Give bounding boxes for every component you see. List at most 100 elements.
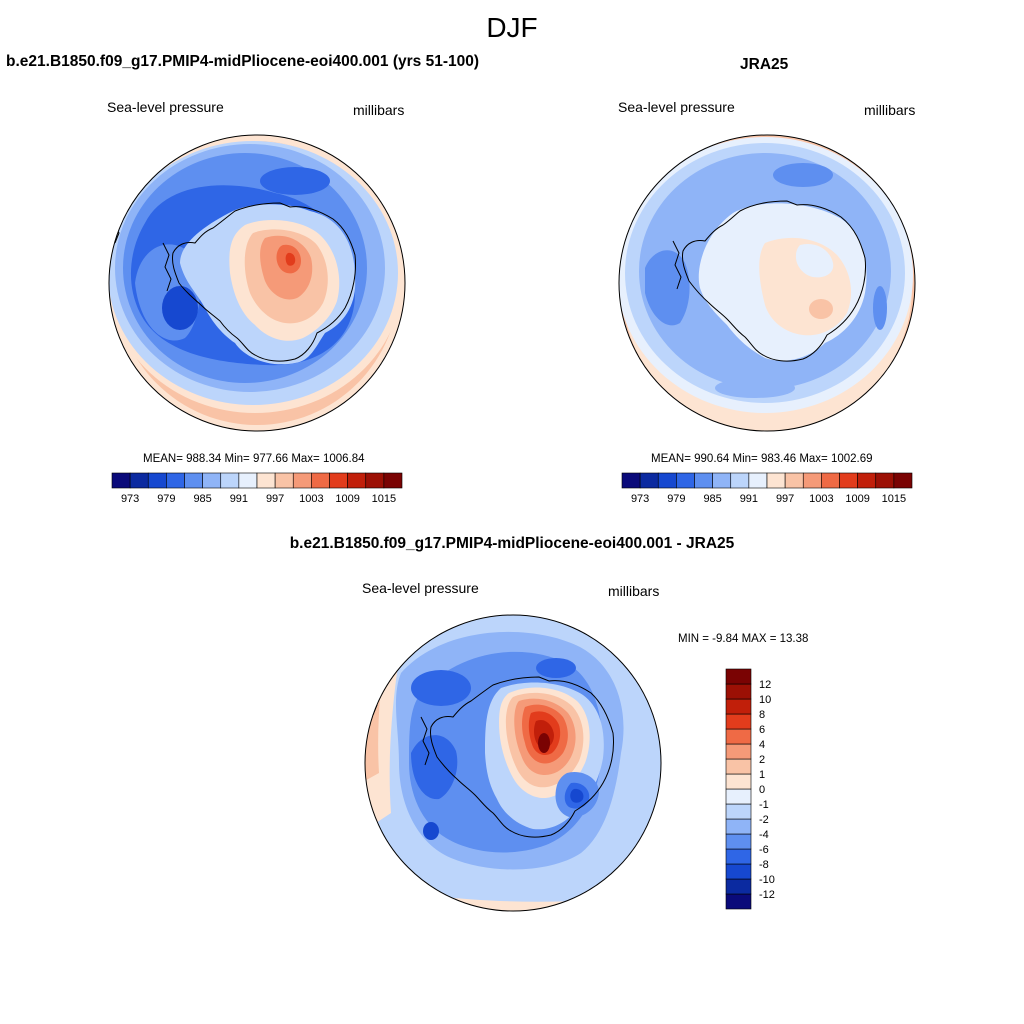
colorbar-box: [726, 864, 751, 879]
colorbar-box: [348, 473, 366, 488]
colorbar-box: [713, 473, 731, 488]
colorbar-tick-label: 991: [230, 493, 248, 505]
colorbar-box: [185, 473, 203, 488]
colorbar-box: [726, 744, 751, 759]
colorbar-tick-label: 979: [157, 493, 175, 505]
colorbar-box: [203, 473, 221, 488]
obs-variable-label: Sea-level pressure: [618, 99, 735, 115]
colorbar-tick-label: 991: [740, 493, 758, 505]
colorbar-box: [803, 473, 821, 488]
colorbar-box: [726, 834, 751, 849]
colorbar-box: [726, 819, 751, 834]
colorbar-tick-label: -2: [759, 814, 769, 826]
colorbar-box: [821, 473, 839, 488]
colorbar-box: [785, 473, 803, 488]
colorbar-tick-label: -1: [759, 799, 769, 811]
colorbar-box: [275, 473, 293, 488]
colorbar-box: [726, 804, 751, 819]
colorbar-box: [676, 473, 694, 488]
colorbar-box: [894, 473, 912, 488]
colorbar-box: [726, 699, 751, 714]
colorbar-box: [726, 849, 751, 864]
colorbar-tick-label: 1015: [372, 493, 396, 505]
colorbar-tick-label: 10: [759, 694, 771, 706]
colorbar-tick-label: 1009: [845, 493, 869, 505]
colorbar-box: [112, 473, 130, 488]
map-low-east: [873, 286, 887, 330]
colorbar-tick-label: 985: [193, 493, 211, 505]
colorbar-tick-label: -8: [759, 859, 769, 871]
colorbar-box: [130, 473, 148, 488]
map-low-north: [773, 163, 833, 187]
colorbar-tick-label: 4: [759, 739, 765, 751]
colorbar-tick-label: 2: [759, 754, 765, 766]
model-colorbar: 973 979 985 991 997 1003 1009 1015: [100, 470, 420, 510]
colorbar-tick-label: 997: [266, 493, 284, 505]
colorbar-tick-label: 12: [759, 679, 771, 691]
colorbar-tick-label: 973: [121, 493, 139, 505]
colorbar-tick-label: 8: [759, 709, 765, 721]
model-stats: MEAN= 988.34 Min= 977.66 Max= 1006.84: [143, 453, 365, 465]
map-low-west: [162, 286, 198, 330]
model-panel-title: b.e21.B1850.f09_g17.PMIP4-midPliocene-eo…: [6, 53, 479, 71]
map-low-n: [536, 658, 576, 678]
diff-variable-label: Sea-level pressure: [362, 580, 479, 596]
colorbar-box: [726, 774, 751, 789]
diff-map: [361, 613, 665, 915]
colorbar-box: [726, 714, 751, 729]
continent-fill-12: [538, 733, 550, 753]
colorbar-box: [311, 473, 329, 488]
colorbar-tick-label: 979: [667, 493, 685, 505]
figure-title: DJF: [0, 12, 1024, 44]
colorbar-tick-label: -12: [759, 889, 775, 901]
colorbar-box: [658, 473, 676, 488]
colorbar-box: [239, 473, 257, 488]
colorbar-tick-label: 1015: [882, 493, 906, 505]
colorbar-box: [257, 473, 275, 488]
colorbar-box: [622, 473, 640, 488]
colorbar-tick-label: 0: [759, 784, 765, 796]
colorbar-tick-label: 1: [759, 769, 765, 781]
colorbar-box: [166, 473, 184, 488]
obs-map: [615, 133, 919, 435]
colorbar-box: [767, 473, 785, 488]
colorbar-box: [726, 669, 751, 684]
map-low-sw: [423, 822, 439, 840]
colorbar-tick-label: 1003: [809, 493, 833, 505]
colorbar-tick-label: 973: [631, 493, 649, 505]
colorbar-tick-label: 997: [776, 493, 794, 505]
colorbar-box: [726, 759, 751, 774]
model-map: [105, 133, 409, 435]
colorbar-box: [726, 789, 751, 804]
colorbar-box: [695, 473, 713, 488]
colorbar-box: [726, 879, 751, 894]
colorbar-box: [640, 473, 658, 488]
colorbar-box: [330, 473, 348, 488]
colorbar-tick-label: -4: [759, 829, 769, 841]
colorbar-box: [293, 473, 311, 488]
colorbar-box: [726, 729, 751, 744]
obs-panel-title: JRA25: [740, 56, 788, 74]
model-units-label: millibars: [353, 102, 404, 118]
colorbar-box: [749, 473, 767, 488]
colorbar-box: [726, 684, 751, 699]
colorbar-box: [221, 473, 239, 488]
colorbar-tick-label: 985: [703, 493, 721, 505]
colorbar-tick-label: -6: [759, 844, 769, 856]
colorbar-box: [148, 473, 166, 488]
obs-units-label: millibars: [864, 102, 915, 118]
colorbar-box: [731, 473, 749, 488]
model-variable-label: Sea-level pressure: [107, 99, 224, 115]
map-low-nw: [411, 670, 471, 706]
map-low-north: [260, 167, 330, 195]
colorbar-box: [384, 473, 402, 488]
diff-stats: MIN = -9.84 MAX = 13.38: [678, 633, 808, 645]
continent-fill-1000: [809, 299, 833, 319]
colorbar-tick-label: 1003: [299, 493, 323, 505]
colorbar-tick-label: -10: [759, 874, 775, 886]
colorbar-box: [876, 473, 894, 488]
diff-units-label: millibars: [608, 583, 659, 599]
diff-panel-title: b.e21.B1850.f09_g17.PMIP4-midPliocene-eo…: [0, 535, 1024, 553]
colorbar-box: [366, 473, 384, 488]
